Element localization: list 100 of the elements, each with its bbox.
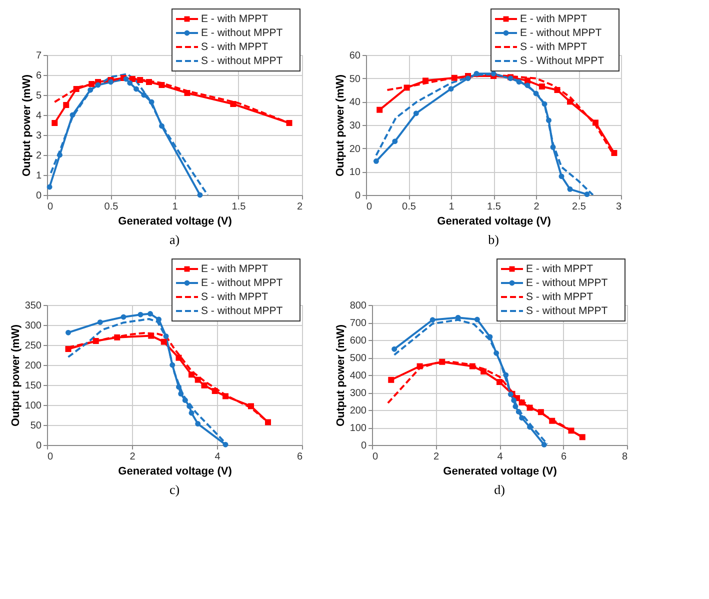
y-tick-label: 40 <box>349 97 361 108</box>
y-tick-label: 50 <box>30 420 42 432</box>
point <box>439 358 446 365</box>
y-tick-label: 10 <box>349 167 361 178</box>
point <box>550 144 556 150</box>
point <box>430 317 436 323</box>
point <box>156 316 162 322</box>
point <box>188 410 194 416</box>
y-axis-title: Output power (mW) <box>20 74 33 177</box>
y-tick-label: 400 <box>350 370 367 382</box>
point <box>194 376 201 383</box>
point <box>567 186 573 192</box>
y-tick-label: 50 <box>349 74 361 85</box>
legend-label: E - with MPPT <box>526 263 594 275</box>
y-tick-label: 200 <box>350 406 367 416</box>
y-tick-label: 20 <box>349 144 361 155</box>
point <box>527 424 533 430</box>
point <box>184 90 190 96</box>
y-tick-label: 4 <box>36 110 42 122</box>
point <box>146 79 152 85</box>
point <box>88 87 94 93</box>
y-tick-label: 3 <box>36 130 42 142</box>
point <box>127 80 133 86</box>
x-tick-label: 0.5 <box>104 202 119 212</box>
point <box>518 399 525 406</box>
x-tick-label: 0 <box>48 202 54 212</box>
y-tick-label: 2 <box>36 150 42 162</box>
point <box>524 78 530 84</box>
point <box>373 158 379 164</box>
y-tick-label: 6 <box>36 70 42 82</box>
point <box>52 120 58 126</box>
legend-label: S - with MPPT <box>520 41 588 53</box>
text: b) <box>488 232 499 247</box>
point <box>519 415 525 421</box>
point <box>138 312 144 318</box>
point <box>494 350 500 356</box>
y-tick-label: 0 <box>354 190 361 202</box>
point <box>195 421 201 427</box>
y-tick-label: 800 <box>350 300 367 312</box>
x-tick-label: 3 <box>616 202 622 212</box>
x-tick-label: 2 <box>130 452 136 462</box>
point <box>148 99 154 105</box>
x-tick-label: 1 <box>172 202 178 212</box>
point <box>592 120 598 126</box>
text: c) <box>169 482 180 497</box>
y-tick-label: 350 <box>24 300 42 312</box>
point <box>46 184 52 190</box>
point <box>114 334 120 340</box>
point <box>160 338 167 345</box>
point <box>170 362 176 368</box>
point <box>148 332 154 339</box>
point <box>549 418 556 424</box>
legend-label: S - with MPPT <box>526 291 594 303</box>
y-tick-label: 0 <box>36 190 42 202</box>
point <box>65 346 72 352</box>
x-axis-title: Generated voltage (V) <box>118 216 232 228</box>
point <box>222 442 228 448</box>
y-tick-label: 30 <box>349 120 361 132</box>
point <box>376 106 383 113</box>
point <box>516 79 522 85</box>
y-tick-label: 0 <box>360 440 367 452</box>
point <box>554 87 560 93</box>
x-tick-label: 2.5 <box>572 202 586 212</box>
point <box>188 372 194 378</box>
point <box>123 76 129 82</box>
y-tick-label: 700 <box>350 318 367 329</box>
x-tick-label: 0 <box>372 452 378 462</box>
point <box>265 419 271 426</box>
point <box>558 174 564 180</box>
point <box>176 354 182 361</box>
point <box>120 314 126 320</box>
point <box>538 409 544 416</box>
y-tick-label: 200 <box>24 360 42 372</box>
point <box>97 319 103 325</box>
y-tick-label: 60 <box>349 50 361 62</box>
text: d) <box>494 482 505 497</box>
y-axis-title: Output power (mW) <box>334 74 346 177</box>
point <box>222 393 228 400</box>
legend-label: S - with MPPT <box>201 41 269 53</box>
x-tick-label: 1.5 <box>487 202 502 212</box>
point <box>496 379 502 385</box>
point <box>538 84 545 90</box>
point <box>404 84 410 91</box>
point <box>542 101 548 107</box>
point <box>248 403 254 410</box>
x-axis-title: Generated voltage (V) <box>437 216 552 228</box>
point <box>286 120 292 126</box>
y-tick-label: 300 <box>350 388 367 399</box>
point <box>516 409 522 414</box>
point <box>73 86 80 92</box>
point <box>465 76 471 82</box>
point <box>158 82 165 88</box>
legend-label: E - without MPPT <box>201 277 284 289</box>
point <box>584 192 590 198</box>
point <box>392 138 398 144</box>
x-tick-label: 1 <box>448 202 455 212</box>
point <box>611 150 618 156</box>
x-axis-title: Generated voltage (V) <box>443 466 558 478</box>
x-tick-label: 4 <box>497 452 504 462</box>
x-tick-label: 2 <box>534 202 540 212</box>
